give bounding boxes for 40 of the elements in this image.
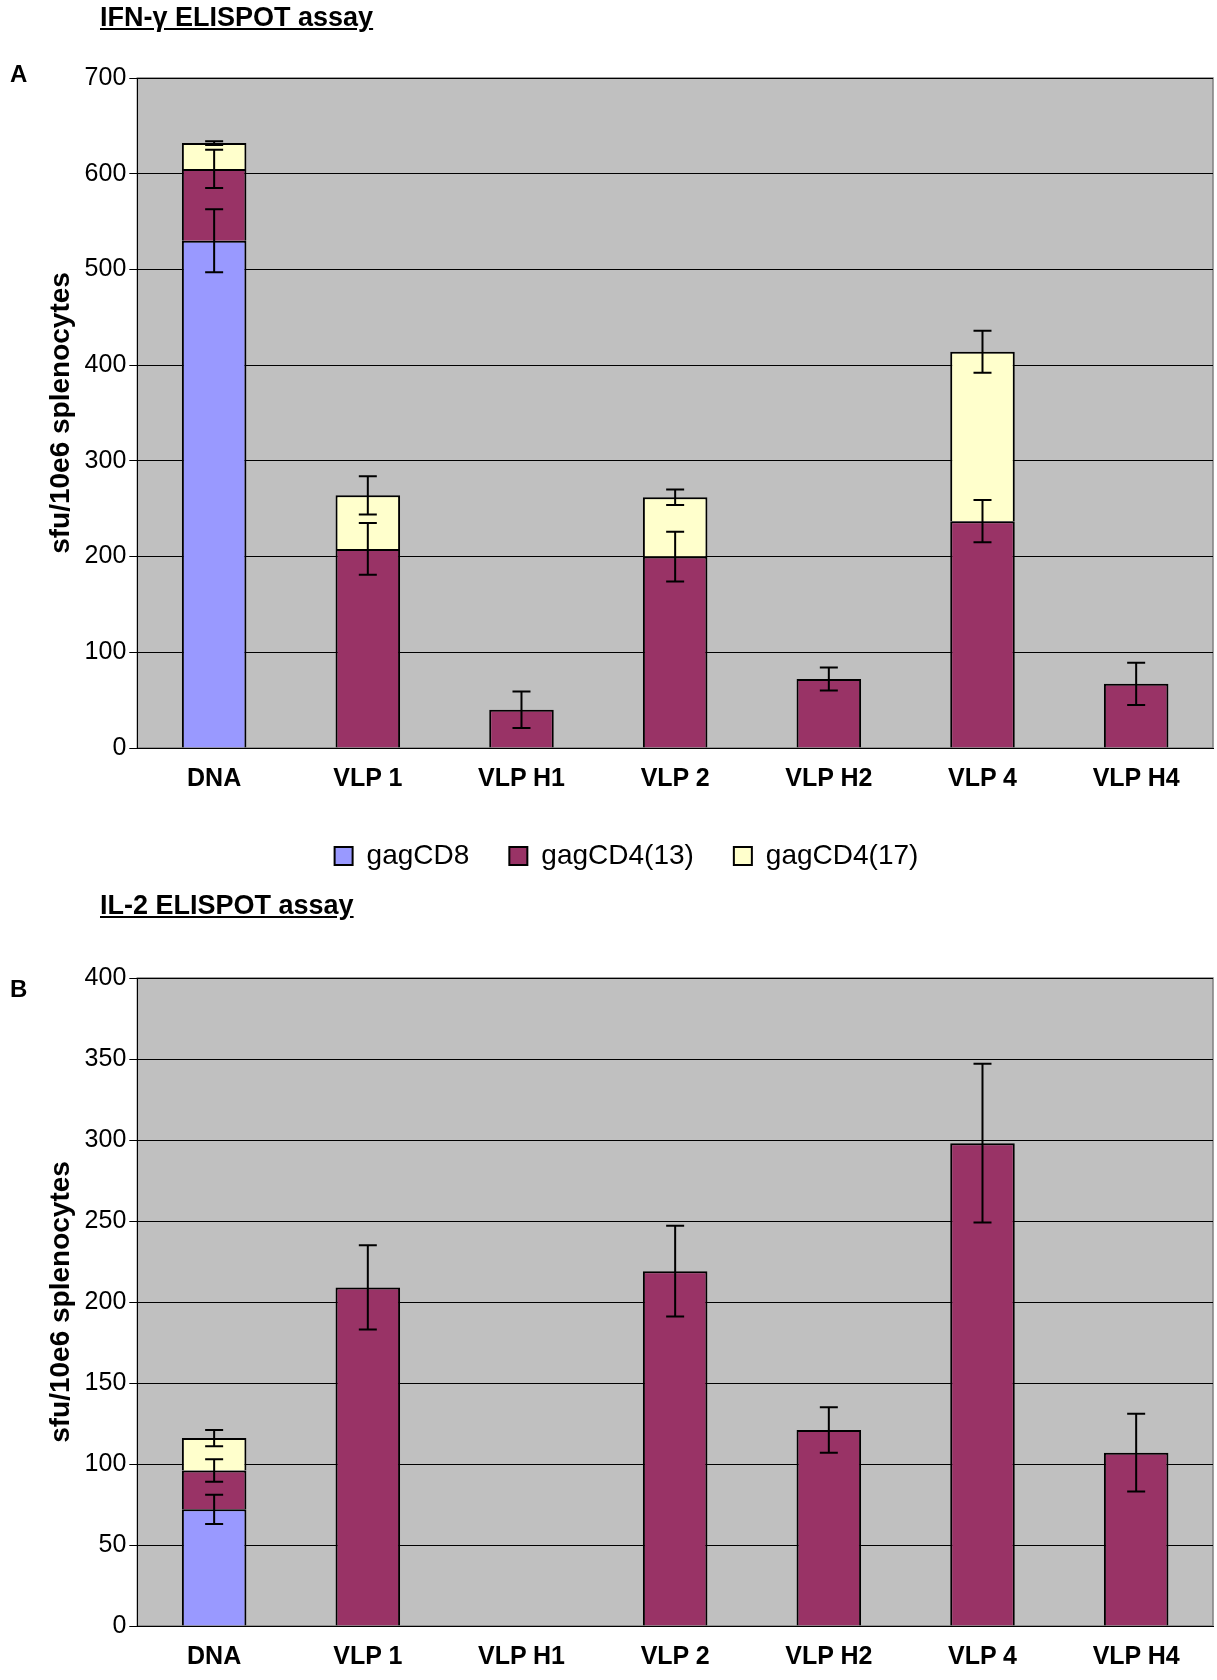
y-tick-label: 200 [84,540,127,569]
x-tick-label: DNA [187,762,242,791]
legend-label: gagCD4(17) [765,838,919,870]
y-tick-label: 400 [84,349,127,378]
y-tick-label: 500 [84,253,127,282]
x-tick-label: VLP 2 [640,762,710,791]
y-tick-label: 400 [84,961,127,990]
x-tick-label: VLP 4 [947,1640,1018,1669]
y-tick-label: 100 [84,1447,127,1476]
y-tick-label: 200 [84,1285,127,1314]
y-tick-label: 300 [84,444,127,473]
y-axis-title: sfu/10e6 splenocytes [43,1161,75,1443]
y-tick-label: 100 [84,636,127,665]
y-tick-label: 350 [84,1042,127,1071]
x-tick-label: VLP 2 [640,1640,710,1669]
y-axis-title: sfu/10e6 splenocytes [43,272,75,554]
x-tick-label: VLP H1 [477,1640,566,1669]
text: A [10,60,28,88]
x-tick-label: DNA [187,1640,242,1669]
x-tick-label: VLP H2 [785,762,873,791]
y-tick-label: 0 [112,1609,127,1638]
y-tick-label: 0 [112,731,127,760]
x-tick-label: VLP 1 [333,1640,403,1669]
chart-title: IFN-γ ELISPOT assay [100,2,374,33]
chart-title: IL-2 ELISPOT assay [100,890,354,921]
legend-label: gagCD4(13) [541,838,694,870]
x-tick-label: VLP H4 [1092,1640,1180,1669]
y-tick-label: 700 [84,61,127,90]
x-tick-label: VLP 4 [947,762,1018,791]
y-tick-label: 50 [98,1528,127,1557]
y-tick-label: 600 [84,157,127,186]
legend-label: gagCD8 [366,838,470,870]
x-tick-label: VLP H2 [785,1640,873,1669]
y-tick-label: 250 [84,1204,127,1233]
text: B [10,975,28,1003]
x-tick-label: VLP 1 [333,762,403,791]
x-tick-label: VLP H1 [477,762,566,791]
y-tick-label: 150 [84,1366,127,1395]
x-tick-label: VLP H4 [1092,762,1180,791]
y-tick-label: 300 [84,1123,127,1152]
